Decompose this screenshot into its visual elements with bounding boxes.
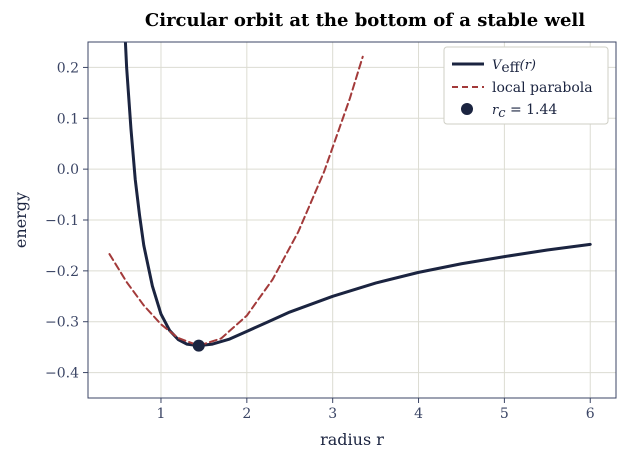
y-tick-label: 0.2	[57, 60, 79, 76]
legend: Veff(r) local parabola rc = 1.44	[443, 46, 609, 125]
series-line-local-parabola	[108, 55, 364, 347]
legend-label-rc: rc = 1.44	[492, 102, 557, 121]
y-axis-label: energy	[11, 192, 30, 248]
x-tick-label: 4	[414, 406, 423, 422]
y-tick-label: −0.3	[45, 315, 79, 331]
series-layer	[108, 42, 592, 348]
x-axis-ticks: 1 2 3 4 5 6	[157, 398, 595, 422]
chart-title: Circular orbit at the bottom of a stable…	[145, 10, 585, 31]
y-tick-label: −0.2	[45, 264, 79, 280]
x-tick-label: 2	[242, 406, 251, 422]
series-line-veff	[123, 42, 592, 348]
point-rc	[192, 339, 205, 352]
point-layer	[192, 339, 205, 352]
x-tick-label: 6	[586, 406, 595, 422]
y-tick-label: 0.1	[57, 111, 79, 127]
legend-label-veff: Veff(r)	[492, 58, 536, 76]
legend-label-parabola: local parabola	[492, 80, 593, 96]
y-tick-label: −0.4	[45, 366, 79, 382]
x-tick-label: 3	[328, 406, 337, 422]
y-tick-label: 0.0	[57, 162, 79, 178]
x-tick-label: 5	[500, 406, 509, 422]
y-tick-label: −0.1	[45, 213, 79, 229]
legend-box	[443, 46, 609, 125]
x-tick-label: 1	[157, 406, 166, 422]
x-axis-label: radius r	[320, 430, 384, 449]
legend-swatch-rc	[461, 103, 473, 115]
y-axis-ticks: 0.2 0.1 0.0 −0.1 −0.2 −0.3 −0.4	[45, 60, 88, 382]
